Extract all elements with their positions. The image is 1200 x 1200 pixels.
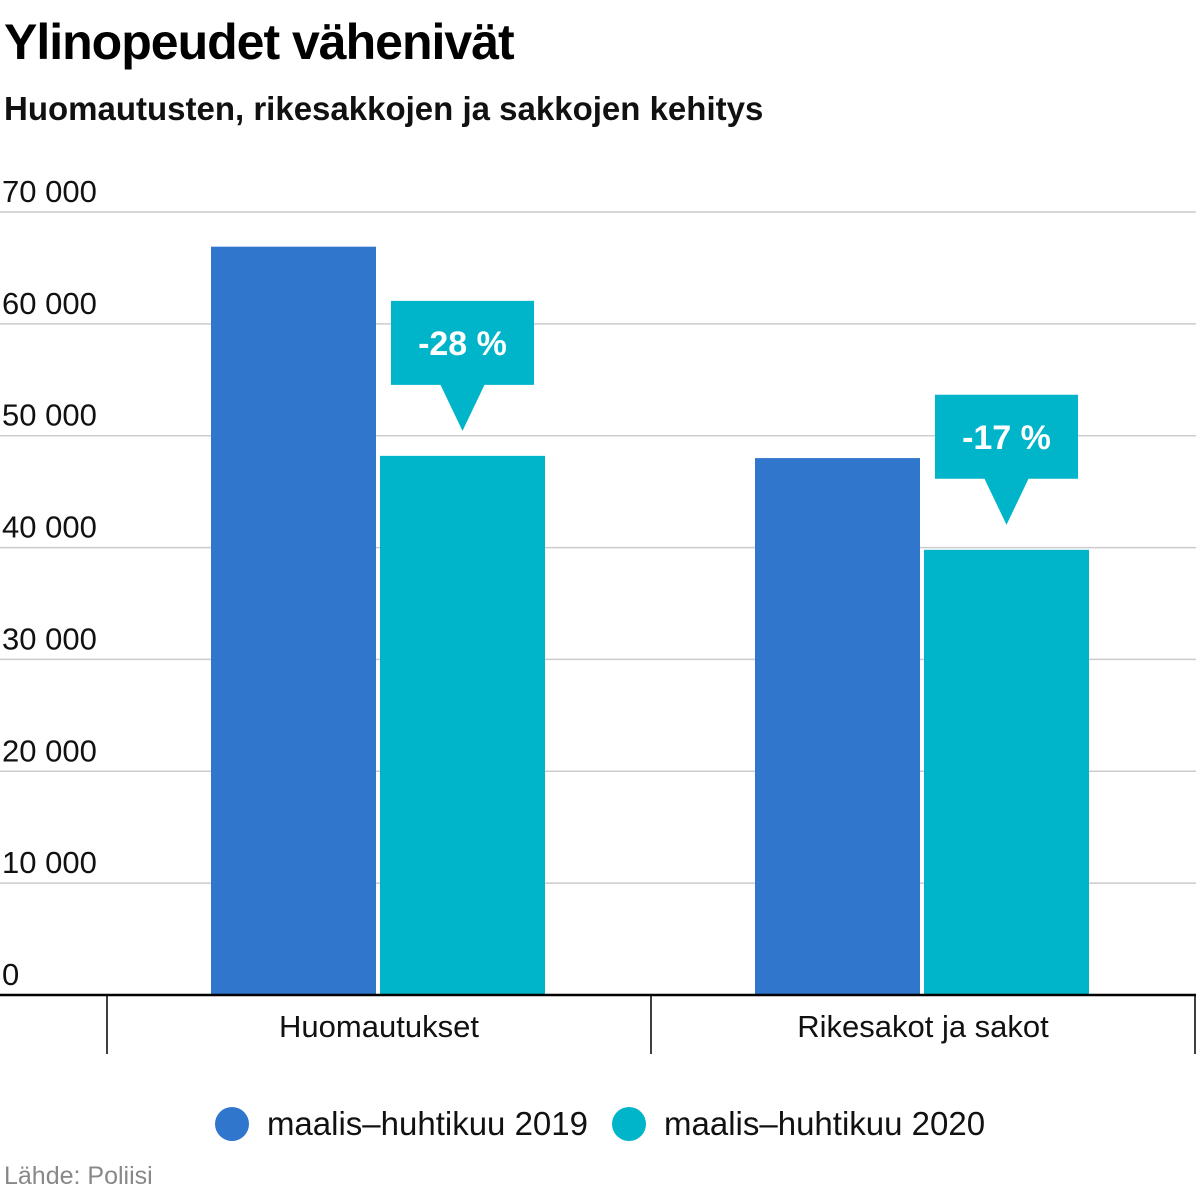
change-callout: -17 %: [935, 394, 1078, 525]
chart-title: Ylinopeudet vähenivät: [4, 14, 515, 70]
chart-subtitle: Huomautusten, rikesakkojen ja sakkojen k…: [4, 90, 764, 127]
legend-label-2019: maalis–huhtikuu 2019: [266, 1105, 588, 1142]
x-category-label: Rikesakot ja sakot: [797, 1009, 1049, 1044]
y-tick-label: 0: [2, 957, 19, 992]
callout-label: -28 %: [418, 325, 507, 363]
legend-swatch-2019: [214, 1107, 249, 1141]
callout-box: [391, 300, 534, 431]
y-tick-label: 30 000: [2, 621, 97, 656]
y-tick-label: 20 000: [2, 733, 97, 768]
y-axis-tick-labels: 0 10 000 20 000 30 000 40 000 50 000 60 000 70 …: [2, 174, 97, 992]
bar-2020-huomautukset: [380, 455, 545, 995]
y-tick-label: 40 000: [2, 510, 97, 545]
y-tick-label: 60 000: [2, 286, 97, 321]
y-tick-label: 10 000: [2, 845, 97, 880]
source-note: Lähde: Poliisi: [4, 1162, 153, 1190]
bar-2019-huomautukset: [211, 246, 376, 995]
legend-swatch-2020: [612, 1107, 646, 1141]
x-category-label: Huomautukset: [279, 1009, 479, 1044]
bar-chart: 0 10 000 20 000 30 000 40 000 50 000 60 000 70 …: [0, 174, 1196, 1054]
callout-label: -17 %: [962, 419, 1051, 457]
bar-2019-rikesakot: [755, 458, 920, 996]
x-axis: [0, 993, 1196, 1054]
legend-item-2020: maalis–huhtikuu 2020: [612, 1100, 985, 1148]
x-axis-category-labels: Huomautukset Rikesakot ja sakot: [279, 1009, 1049, 1044]
y-tick-label: 70 000: [2, 174, 97, 209]
legend-item-2019: maalis–huhtikuu 2019: [214, 1100, 588, 1148]
callout-box: [935, 394, 1078, 525]
change-callout: -28 %: [391, 300, 534, 431]
bars: [211, 246, 1089, 996]
change-callouts: -28 % -17 %: [391, 300, 1078, 525]
y-tick-label: 50 000: [2, 398, 97, 433]
legend-label-2020: maalis–huhtikuu 2020: [664, 1105, 986, 1142]
bar-2020-rikesakot: [924, 549, 1089, 995]
chart-legend: maalis–huhtikuu 2019 maalis–huhtikuu 202…: [0, 1100, 1200, 1148]
